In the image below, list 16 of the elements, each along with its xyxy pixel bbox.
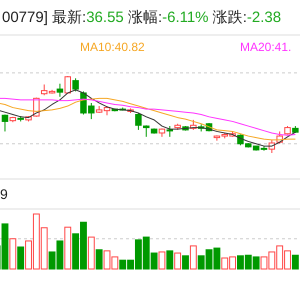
text: MA20:41. [240, 40, 292, 54]
text: 9 [0, 186, 8, 202]
bar [158, 251, 166, 270]
bar [190, 245, 197, 270]
bar [292, 254, 299, 270]
bar [64, 226, 72, 270]
bar [174, 252, 182, 270]
chart-title: 00779] 最新:36.55 涨幅:-6.11% 涨跌:-2.38 [2, 9, 282, 26]
text: MA10:40.82 [80, 40, 146, 54]
bar [166, 250, 174, 270]
bar [9, 238, 16, 270]
bar [96, 249, 103, 270]
bar [17, 246, 24, 270]
bar [88, 236, 95, 270]
bar [2, 223, 8, 270]
bar [182, 255, 189, 270]
